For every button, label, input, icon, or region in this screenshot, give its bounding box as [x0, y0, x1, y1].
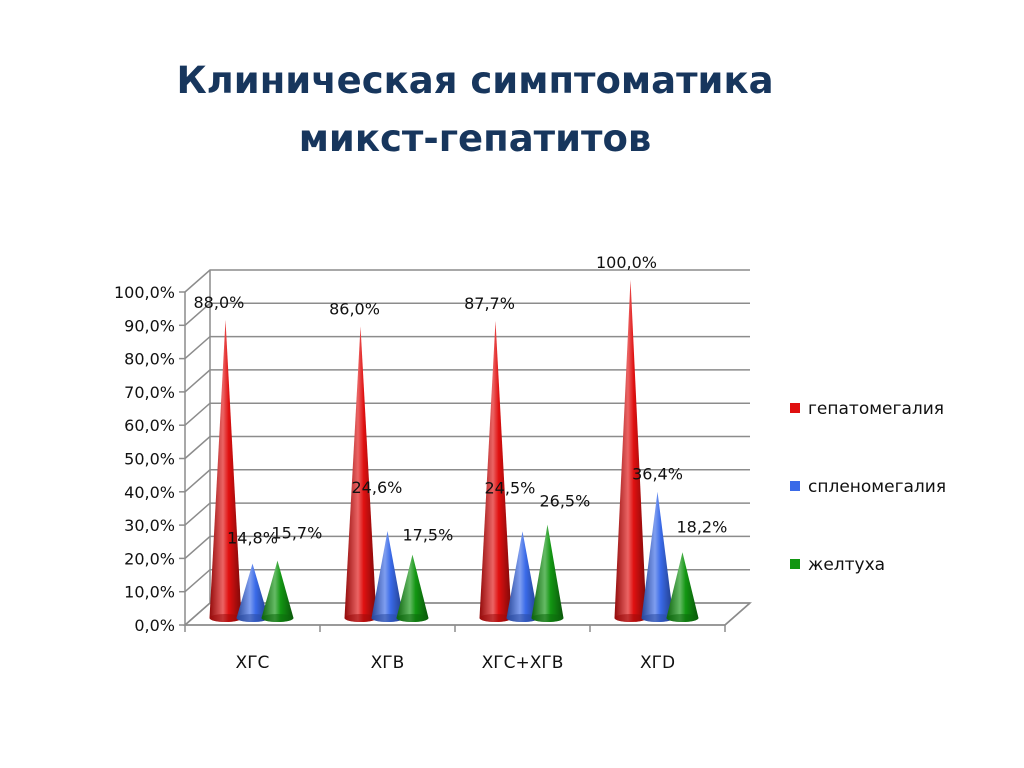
cone-mark: [531, 524, 564, 622]
cone-mark: [236, 563, 269, 622]
cone-base: [236, 614, 269, 622]
data-label: 86,0%: [329, 300, 380, 319]
data-labels: 88,0% 14,8%15,7% 86,0% 24,6% 17,5% 87,7% 24,5%…: [194, 253, 728, 548]
cone-mark: [641, 491, 674, 622]
cone-mark: [506, 531, 539, 622]
slide-title-line-1: Клиническая симптоматика: [176, 59, 774, 102]
legend-swatch: [790, 403, 800, 413]
legend-label: желтуха: [808, 555, 885, 575]
cone-mark: [261, 560, 294, 622]
legend-item: гепатомегалия: [790, 399, 944, 419]
data-label: 24,5%: [485, 478, 536, 497]
cone-body: [479, 320, 512, 622]
gridline: [184, 435, 750, 460]
legend-item: спленомегалия: [790, 477, 946, 497]
data-label: 36,4%: [632, 465, 683, 484]
x-category-label: ХГВ: [371, 653, 405, 673]
data-label: 24,6%: [352, 478, 403, 497]
cone-mark: [344, 326, 377, 622]
data-label: 15,7%: [271, 524, 322, 543]
data-label: 14,8%: [227, 529, 278, 548]
cone-base: [344, 614, 377, 622]
cone-mark: [371, 530, 404, 622]
cone-base: [371, 614, 404, 622]
gridline: [184, 502, 750, 526]
gridline: [184, 369, 750, 393]
slide-title-line-2: микст-гепатитов: [298, 117, 652, 160]
x-category-label: ХГD: [640, 653, 675, 673]
cone-base: [641, 614, 674, 622]
data-label: 88,0%: [194, 293, 245, 312]
cone-base: [209, 614, 242, 622]
cone-base: [531, 614, 564, 622]
cone-mark: [666, 552, 699, 622]
cone-body: [261, 560, 294, 622]
legend-label: гепатомегалия: [808, 399, 944, 419]
cone-mark: [479, 320, 512, 622]
y-tick-label: 50,0%: [124, 450, 175, 469]
gridline: [184, 269, 750, 293]
cone-mark: [209, 319, 242, 622]
x-category-label: ХГС+ХГВ: [482, 653, 564, 673]
y-tick-label: 30,0%: [124, 516, 175, 535]
cone-mark: [396, 554, 429, 622]
cone-base: [479, 614, 512, 622]
gridline: [184, 402, 750, 426]
chart-axes: [179, 270, 751, 632]
data-label: 17,5%: [402, 526, 453, 545]
y-tick-label: 70,0%: [124, 383, 175, 402]
data-label: 87,7%: [464, 294, 515, 313]
y-tick-label: 60,0%: [124, 416, 175, 435]
cone-base: [666, 614, 699, 622]
legend-swatch: [790, 481, 800, 491]
slide-title: Клиническая симптоматика микст-гепатитов: [0, 52, 950, 168]
cone-base: [614, 614, 647, 622]
chart-legend: гепатомегалия спленомегалия желтуха: [790, 399, 946, 575]
floor-right-edge: [724, 602, 751, 626]
data-label: 18,2%: [676, 517, 727, 536]
y-tick-label: 10,0%: [124, 583, 175, 602]
legend-item: желтуха: [790, 555, 885, 575]
cone-body: [506, 531, 539, 622]
legend-label: спленомегалия: [808, 477, 946, 497]
cone-base: [261, 614, 294, 622]
y-tick-label: 40,0%: [124, 483, 175, 502]
y-tick-label: 20,0%: [124, 549, 175, 568]
data-label: 26,5%: [539, 492, 590, 511]
legend-swatch: [790, 559, 800, 569]
cone-body: [344, 326, 377, 622]
y-tick-label: 100,0%: [114, 283, 175, 302]
y-tick-label: 90,0%: [124, 316, 175, 335]
cone-body: [236, 563, 269, 622]
chart-cones: [209, 279, 699, 622]
cone-body: [371, 530, 404, 622]
cone-mark: [614, 279, 647, 622]
x-category-label: ХГС: [236, 653, 270, 673]
cone-base: [506, 614, 539, 622]
cone-body: [641, 491, 674, 622]
gridline: [184, 335, 750, 360]
y-tick-label: 80,0%: [124, 350, 175, 369]
cone-body: [531, 524, 564, 622]
y-tick-label: 0,0%: [134, 616, 175, 635]
y-axis-tick-labels: 0,0% 10,0% 20,0% 30,0% 40,0% 50,0% 60,0% 70,0% 8…: [114, 283, 175, 635]
cone-base: [396, 614, 429, 622]
cone-body: [666, 552, 699, 622]
cone-body: [614, 279, 647, 622]
data-label: 100,0%: [596, 253, 657, 272]
cone-body: [209, 319, 242, 622]
x-axis-category-labels: ХГС ХГВ ХГС+ХГВ ХГD: [236, 653, 676, 673]
cone-body: [396, 554, 429, 622]
